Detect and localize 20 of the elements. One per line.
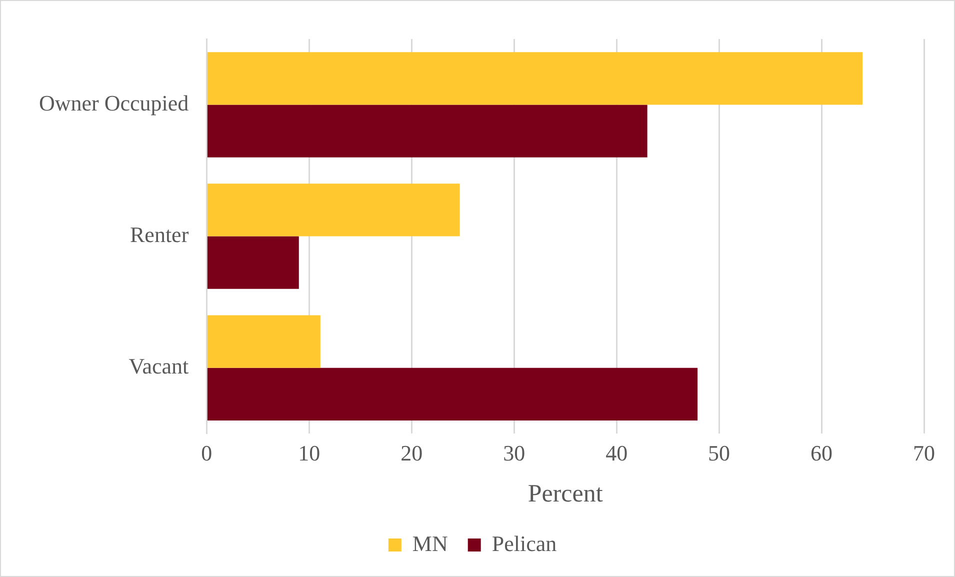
y-tick-label: Vacant [128,354,189,379]
legend-label: Pelican [492,530,557,556]
x-tick-label: 60 [810,440,833,466]
x-tick-label: 20 [400,440,423,466]
x-tick-label: 0 [201,440,212,466]
bar [207,368,698,420]
bar [207,236,299,289]
x-tick-label: 10 [298,440,320,466]
bar [207,184,460,236]
x-tick-label: 70 [913,440,935,466]
x-tick-label: 30 [503,440,526,466]
legend-label: MN [412,530,448,556]
x-axis-title: Percent [528,480,603,508]
x-tick-label: 50 [708,440,730,466]
x-tick-label: 40 [606,440,628,466]
y-tick-label: Renter [130,222,190,248]
bar [207,104,648,158]
bar [207,315,320,368]
y-tick-label: Owner Occupied [38,90,189,116]
bar [207,52,863,105]
